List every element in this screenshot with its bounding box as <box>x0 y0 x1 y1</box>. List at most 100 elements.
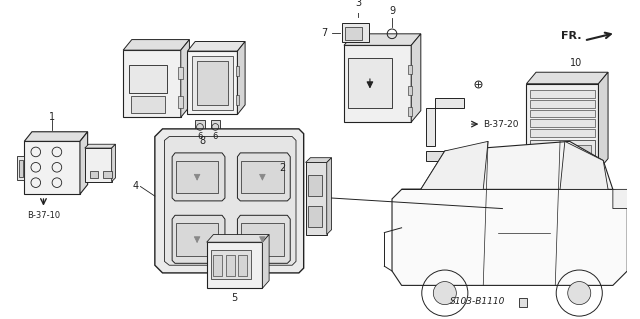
Bar <box>519 298 527 307</box>
Bar <box>308 175 322 196</box>
Polygon shape <box>560 141 608 189</box>
Bar <box>579 170 596 178</box>
Text: 4: 4 <box>132 182 139 191</box>
Polygon shape <box>84 144 115 148</box>
Polygon shape <box>262 234 269 288</box>
Text: S103-B1110: S103-B1110 <box>450 297 505 306</box>
Polygon shape <box>24 141 80 194</box>
Bar <box>408 86 412 95</box>
Polygon shape <box>200 146 262 199</box>
Bar <box>242 174 257 188</box>
Bar <box>242 157 257 170</box>
Circle shape <box>433 282 456 305</box>
Circle shape <box>568 282 591 305</box>
Polygon shape <box>527 84 598 170</box>
Polygon shape <box>123 40 189 50</box>
Bar <box>259 183 264 194</box>
Polygon shape <box>84 148 111 182</box>
Polygon shape <box>344 34 421 45</box>
Bar <box>17 156 24 180</box>
Text: FR.: FR. <box>561 31 581 41</box>
Bar <box>19 160 23 177</box>
Polygon shape <box>188 51 237 115</box>
Polygon shape <box>172 153 225 201</box>
Text: 8: 8 <box>200 136 206 146</box>
Text: 10: 10 <box>570 58 582 68</box>
Polygon shape <box>327 158 332 234</box>
Text: 2: 2 <box>280 163 286 173</box>
Bar <box>178 67 182 79</box>
Bar <box>531 110 595 117</box>
Polygon shape <box>598 72 608 170</box>
Polygon shape <box>200 137 270 146</box>
Polygon shape <box>123 50 180 117</box>
Polygon shape <box>402 141 613 189</box>
Bar <box>176 223 218 256</box>
Bar <box>211 250 251 279</box>
Bar <box>204 157 240 188</box>
Bar <box>178 96 182 108</box>
Bar <box>213 255 222 276</box>
Text: 3: 3 <box>355 0 362 8</box>
Bar <box>131 96 165 113</box>
Polygon shape <box>211 120 220 132</box>
Text: 1: 1 <box>49 112 55 122</box>
Bar <box>238 255 247 276</box>
Polygon shape <box>426 98 464 146</box>
Text: B-37-10: B-37-10 <box>27 211 60 220</box>
Bar <box>554 145 570 160</box>
Polygon shape <box>195 120 205 132</box>
Polygon shape <box>237 215 290 263</box>
Text: 5: 5 <box>232 293 237 303</box>
Polygon shape <box>155 129 303 273</box>
Bar <box>531 119 595 127</box>
Polygon shape <box>172 215 225 263</box>
Bar <box>533 145 548 160</box>
Polygon shape <box>111 144 115 182</box>
Polygon shape <box>180 40 189 117</box>
Bar <box>241 160 284 193</box>
Text: 6: 6 <box>197 132 203 141</box>
Bar <box>236 66 239 76</box>
Polygon shape <box>344 45 412 122</box>
Bar <box>236 95 239 105</box>
Bar <box>345 27 362 40</box>
Polygon shape <box>392 189 627 286</box>
Polygon shape <box>24 132 88 141</box>
Bar <box>103 171 111 178</box>
Bar <box>308 206 322 227</box>
Polygon shape <box>207 234 269 242</box>
Text: 6: 6 <box>212 132 218 141</box>
Bar <box>408 107 412 116</box>
Polygon shape <box>262 137 270 199</box>
Text: 9: 9 <box>389 6 395 16</box>
Bar <box>176 160 218 193</box>
Bar <box>408 64 412 74</box>
Polygon shape <box>237 41 245 115</box>
Polygon shape <box>188 41 245 51</box>
Bar <box>90 171 98 178</box>
Polygon shape <box>613 189 630 209</box>
Bar <box>348 58 392 108</box>
Polygon shape <box>207 242 262 288</box>
Bar <box>531 91 595 98</box>
Bar <box>197 61 228 105</box>
Bar <box>305 162 327 234</box>
Polygon shape <box>237 153 290 201</box>
Polygon shape <box>412 34 421 122</box>
Polygon shape <box>421 141 488 189</box>
Bar <box>531 129 595 137</box>
Bar <box>536 170 554 178</box>
Bar <box>531 140 595 164</box>
Polygon shape <box>164 137 296 265</box>
Bar <box>129 64 167 93</box>
Bar <box>531 100 595 108</box>
Bar <box>226 255 234 276</box>
Bar <box>575 145 591 160</box>
Bar <box>259 159 264 170</box>
Bar <box>241 223 284 256</box>
Bar <box>192 56 232 110</box>
Polygon shape <box>426 151 474 160</box>
Polygon shape <box>80 132 88 194</box>
Bar <box>342 23 369 42</box>
